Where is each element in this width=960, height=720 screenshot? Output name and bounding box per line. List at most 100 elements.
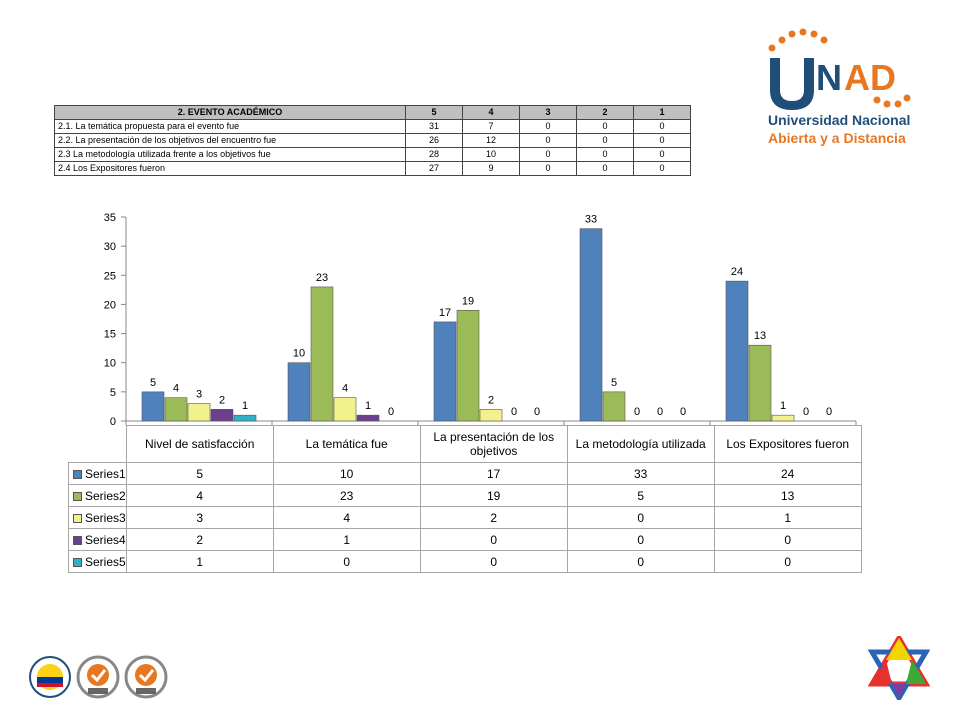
bar-data-label: 13 xyxy=(754,330,766,342)
top-table-row-label: 2.1. La temática propuesta para el event… xyxy=(54,119,406,134)
data-table-cell: 33 xyxy=(566,462,715,485)
top-table-cell: 0 xyxy=(576,147,634,162)
series-name: Series5 xyxy=(85,554,126,569)
data-table-cell: 19 xyxy=(419,484,568,507)
unad-emblem-icon: N AD xyxy=(768,28,911,110)
top-table-header: 2. EVENTO ACADÉMICO xyxy=(54,105,406,120)
top-table-cell: 9 xyxy=(462,161,520,176)
bar-data-label: 3 xyxy=(196,389,202,401)
colombia-seal-icon xyxy=(28,655,72,704)
bar-data-label: 5 xyxy=(611,377,617,389)
category-label: La presentación de los objetivos xyxy=(419,425,568,463)
data-table-cell: 13 xyxy=(713,484,862,507)
top-table-cell: 0 xyxy=(633,147,691,162)
data-table-cell: 0 xyxy=(713,528,862,551)
data-table-cell: 4 xyxy=(272,506,421,529)
data-table-cell: 2 xyxy=(419,506,568,529)
data-table-cell: 1 xyxy=(713,506,862,529)
category-label: La metodología utilizada xyxy=(566,425,715,463)
data-table-row: Series3 3 4 2 0 1 xyxy=(68,506,862,529)
series-legend-entry: Series5 xyxy=(68,550,127,573)
top-table-row-label: 2.4 Los Expositores fueron xyxy=(54,161,406,176)
bar-data-label: 5 xyxy=(150,377,156,389)
data-table-cell: 0 xyxy=(566,506,715,529)
top-table-cell: 0 xyxy=(519,147,577,162)
top-table-row: 2.1. La temática propuesta para el event… xyxy=(54,119,691,134)
y-tick-label: 0 xyxy=(110,416,116,425)
bar-series1 xyxy=(579,228,603,422)
top-table-cell: 27 xyxy=(405,161,463,176)
data-table-cell: 0 xyxy=(419,550,568,573)
y-tick-label: 15 xyxy=(104,329,116,341)
top-table-cell: 0 xyxy=(576,133,634,148)
top-table-cell: 0 xyxy=(576,119,634,134)
sgs-certification-icon xyxy=(124,655,168,704)
series-name: Series3 xyxy=(85,510,126,525)
series-name: Series2 xyxy=(85,488,126,503)
top-table-cell: 7 xyxy=(462,119,520,134)
data-table-cell: 10 xyxy=(272,462,421,485)
bar-data-label: 0 xyxy=(680,406,686,418)
bar-series2 xyxy=(164,397,188,422)
data-table-cell: 2 xyxy=(125,528,274,551)
data-table-cell: 0 xyxy=(566,550,715,573)
data-table-cell: 4 xyxy=(125,484,274,507)
top-table-cell: 0 xyxy=(633,119,691,134)
data-table-cell: 0 xyxy=(566,528,715,551)
bar-data-label: 0 xyxy=(511,406,517,418)
bar-series3 xyxy=(187,403,211,422)
bar-series4 xyxy=(210,409,234,422)
data-table-row: Series4 2 1 0 0 0 xyxy=(68,528,862,551)
y-tick-label: 25 xyxy=(104,270,116,282)
top-table-row-label: 2.2. La presentación de los objetivos de… xyxy=(54,133,406,148)
legend-swatch-icon xyxy=(73,557,82,567)
bar-data-label: 1 xyxy=(242,400,248,412)
data-table-header-row: Nivel de satisfacción La temática fue La p… xyxy=(68,425,862,463)
multicolor-star-icon xyxy=(867,633,931,705)
logo-university-name: Universidad Nacional xyxy=(768,112,911,128)
top-table-header: 5 xyxy=(405,105,463,120)
bar-data-label: 0 xyxy=(826,406,832,418)
series-legend-entry: Series1 xyxy=(68,462,127,485)
top-table-cell: 10 xyxy=(462,147,520,162)
data-table-cell: 3 xyxy=(125,506,274,529)
svg-text:AD: AD xyxy=(844,57,896,98)
data-table-corner xyxy=(68,425,127,463)
bar-data-label: 0 xyxy=(803,406,809,418)
data-table-cell: 23 xyxy=(272,484,421,507)
evento-academico-table: 2. EVENTO ACADÉMICO 5 4 3 2 1 2.1. La te… xyxy=(54,105,691,176)
bar-data-label: 1 xyxy=(780,400,786,412)
series-legend-entry: Series4 xyxy=(68,528,127,551)
top-table-header: 4 xyxy=(462,105,520,120)
top-table-cell: 12 xyxy=(462,133,520,148)
bar-series3 xyxy=(479,409,503,422)
data-table-cell: 24 xyxy=(713,462,862,485)
category-label: Los Expositores fueron xyxy=(713,425,862,463)
bar-data-label: 0 xyxy=(534,406,540,418)
bar-series2 xyxy=(602,391,626,422)
y-tick-label: 5 xyxy=(110,387,116,399)
bar-series1 xyxy=(141,391,165,422)
legend-swatch-icon xyxy=(73,535,82,545)
bar-data-label: 1 xyxy=(365,400,371,412)
data-table-cell: 1 xyxy=(272,528,421,551)
bar-data-label: 23 xyxy=(316,272,328,284)
bar-data-label: 2 xyxy=(219,394,225,406)
bar-series3 xyxy=(333,397,357,422)
sgs-certification-icon xyxy=(76,655,120,704)
bar-series2 xyxy=(748,344,772,422)
data-table-cell: 17 xyxy=(419,462,568,485)
data-table-cell: 1 xyxy=(125,550,274,573)
series-legend-entry: Series2 xyxy=(68,484,127,507)
data-table-row: Series2 4 23 19 5 13 xyxy=(68,484,862,507)
bar-data-label: 4 xyxy=(173,383,179,395)
top-table-cell: 0 xyxy=(519,161,577,176)
top-table-cell: 28 xyxy=(405,147,463,162)
y-tick-label: 30 xyxy=(104,241,116,253)
data-table-row: Series5 1 0 0 0 0 xyxy=(68,550,862,573)
top-table-header: 2 xyxy=(576,105,634,120)
bar-data-label: 2 xyxy=(488,394,494,406)
bar-series1 xyxy=(433,321,457,422)
top-table-cell: 26 xyxy=(405,133,463,148)
